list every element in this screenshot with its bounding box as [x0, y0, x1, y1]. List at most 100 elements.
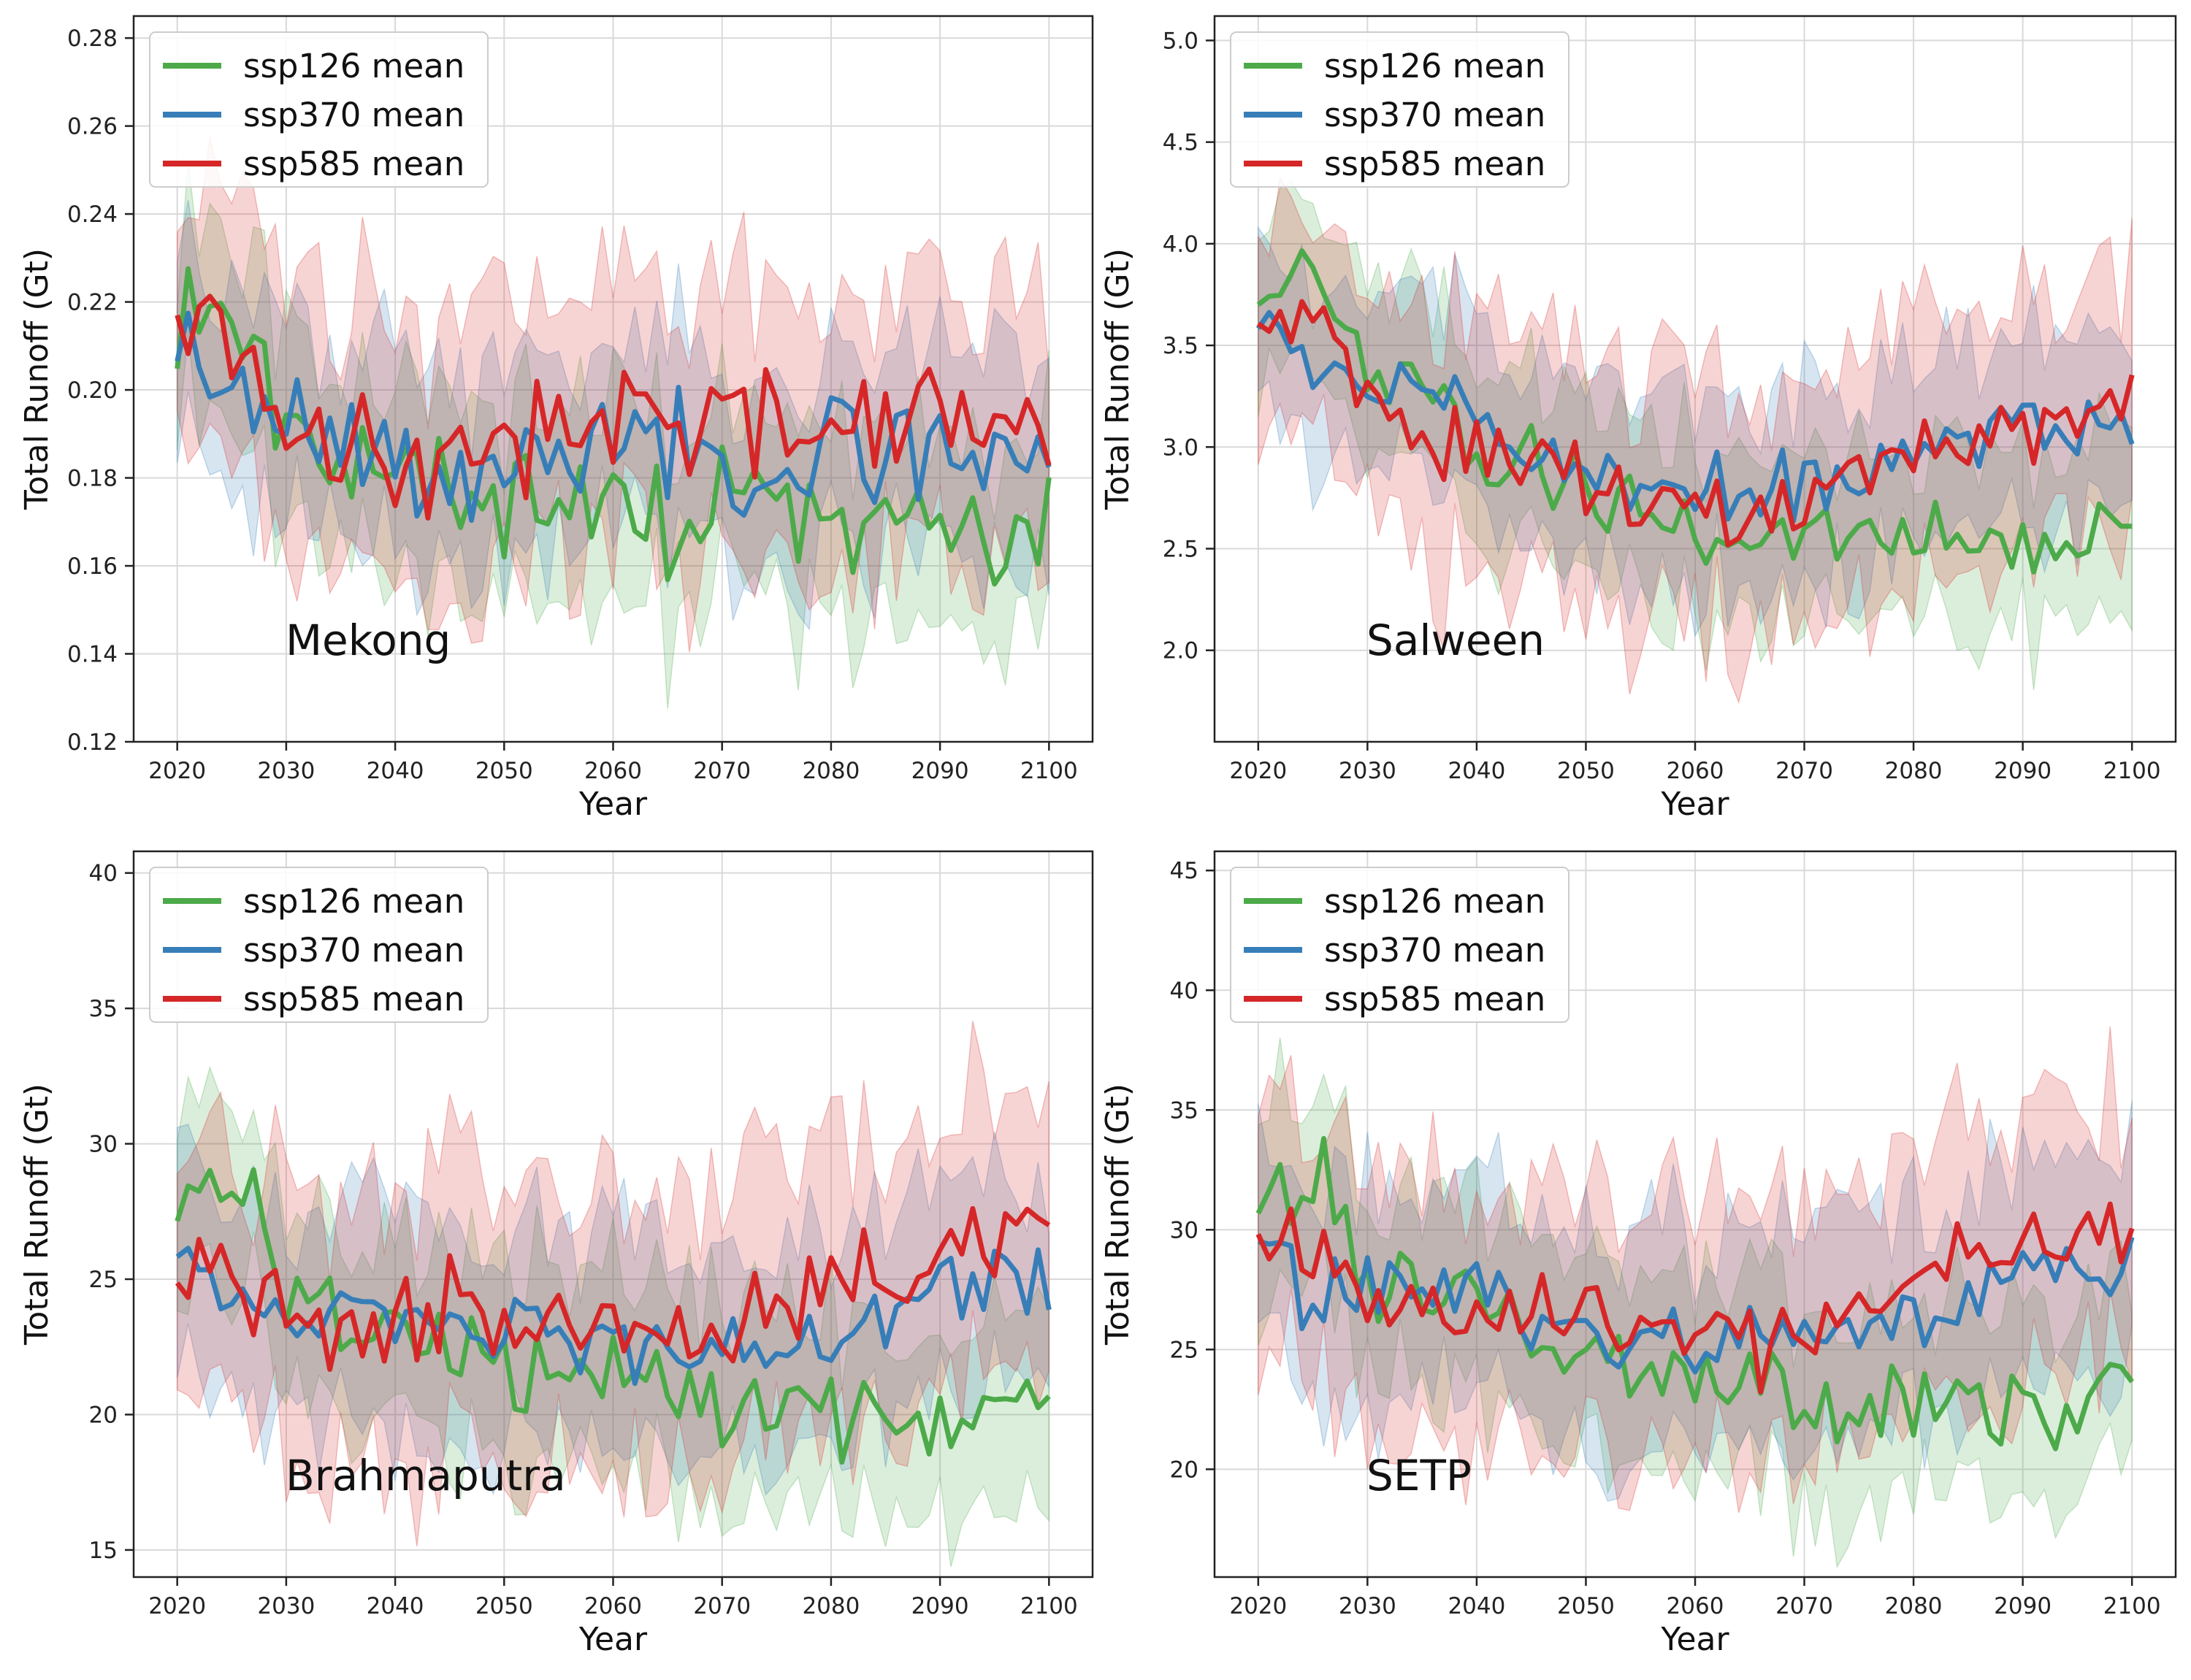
y-tick-label: 40 — [1170, 978, 1198, 1004]
x-tick-label: 2090 — [911, 758, 969, 784]
y-tick-label: 4.5 — [1163, 130, 1198, 156]
x-tick-label: 2080 — [1885, 758, 1943, 784]
legend-entry: ssp585 mean — [1324, 145, 1545, 183]
y-tick-label: 0.28 — [67, 26, 118, 52]
y-tick-label: 30 — [1170, 1217, 1198, 1243]
legend-box — [1230, 31, 1569, 188]
x-tick-label: 2020 — [148, 1593, 206, 1619]
legend-box — [149, 867, 489, 1023]
y-tick-label: 40 — [89, 861, 118, 887]
y-tick-label: 0.16 — [67, 553, 118, 580]
line-ssp585-mean — [175, 1205, 1051, 1372]
y-tick-label: 0.18 — [67, 466, 118, 492]
x-tick-label: 2070 — [693, 758, 751, 784]
legend-entry: ssp126 mean — [1324, 882, 1545, 921]
legend-entry: ssp585 mean — [1324, 980, 1545, 1019]
x-tick-label: 2070 — [1775, 1593, 1833, 1619]
x-tick-label: 2040 — [1448, 1593, 1505, 1619]
y-tick-label: 2.5 — [1163, 536, 1198, 562]
band-ssp585-mean — [1258, 176, 2133, 705]
x-tick-label: 2070 — [1775, 758, 1833, 784]
basin-label: Mekong — [286, 615, 451, 665]
band-ssp370-mean — [1258, 1100, 2133, 1502]
line-ssp370-mean — [1258, 1236, 2135, 1375]
x-tick-label: 2060 — [584, 758, 642, 784]
y-axis-label: Total Runoff (Gt) — [18, 248, 56, 510]
legend-entry: ssp126 mean — [1324, 47, 1545, 85]
legend-entry: ssp370 mean — [243, 96, 464, 134]
y-tick-label: 25 — [89, 1267, 118, 1293]
x-tick-label: 2080 — [802, 1593, 860, 1619]
basin-label: Brahmaputra — [286, 1451, 566, 1500]
x-tick-label: 2100 — [2103, 758, 2161, 784]
x-tick-label: 2100 — [2103, 1593, 2161, 1619]
y-tick-label: 0.20 — [67, 377, 118, 404]
legend-entry: ssp370 mean — [243, 931, 464, 970]
y-tick-label: 35 — [1170, 1097, 1198, 1124]
x-tick-label: 2090 — [911, 1593, 969, 1619]
x-tick-label: 2040 — [367, 758, 424, 784]
band-ssp370-mean — [1258, 226, 2133, 638]
chart-panel-salween: 2020 2030 2040 2050 2060 2070 2080 2090 2100 2.0 2… — [1099, 15, 2177, 823]
line-ssp585-mean — [1256, 299, 2135, 548]
chart-panel-mekong: 2020 2030 2040 2050 2060 2070 2080 2090 2100 0.12… — [18, 15, 1094, 823]
line-ssp126-mean — [1256, 248, 2133, 575]
legend-entry: ssp126 mean — [243, 47, 464, 85]
band-ssp126-mean — [176, 160, 1050, 709]
y-tick-label: 30 — [89, 1132, 118, 1158]
x-tick-label: 2090 — [1994, 1593, 2052, 1619]
x-tick-label: 2060 — [1667, 758, 1724, 784]
y-axis-label: Total Runoff (Gt) — [1099, 1083, 1136, 1346]
y-tick-label: 35 — [89, 996, 118, 1022]
x-tick-label: 2050 — [475, 758, 533, 784]
x-tick-label: 2050 — [475, 1593, 533, 1619]
basin-label: SETP — [1366, 1451, 1472, 1500]
x-tick-label: 2020 — [1229, 758, 1287, 784]
legend-box — [1230, 867, 1569, 1023]
band-ssp126-mean — [176, 1065, 1050, 1568]
y-tick-label: 25 — [1170, 1337, 1198, 1363]
x-axis-label: Year — [1660, 1621, 1729, 1658]
line-ssp585-mean — [1255, 1201, 2135, 1395]
y-tick-label: 15 — [89, 1538, 118, 1564]
x-tick-label: 2060 — [584, 1593, 642, 1619]
x-tick-label: 2070 — [693, 1593, 751, 1619]
y-tick-label: 5.0 — [1163, 28, 1198, 54]
x-tick-label: 2030 — [1339, 1593, 1396, 1619]
x-tick-label: 2080 — [1885, 1593, 1943, 1619]
x-tick-label: 2040 — [367, 1593, 424, 1619]
chart-panel-brahmaputra: 2020 2030 2040 2050 2060 2070 2080 2090 21001520… — [18, 850, 1094, 1658]
legend-entry: ssp370 mean — [1324, 96, 1545, 134]
x-tick-label: 2050 — [1557, 758, 1615, 784]
y-tick-label: 3.0 — [1163, 434, 1198, 461]
x-tick-label: 2050 — [1557, 1593, 1615, 1619]
x-axis-label: Year — [578, 1621, 648, 1658]
x-tick-label: 2090 — [1994, 758, 2052, 784]
x-tick-label: 2080 — [802, 758, 860, 784]
line-ssp126-mean — [175, 266, 1052, 587]
y-tick-label: 0.22 — [67, 290, 118, 316]
line-ssp585-mean — [175, 294, 1052, 521]
y-tick-label: 0.12 — [67, 729, 118, 756]
y-tick-label: 3.5 — [1163, 333, 1198, 359]
legend-entry: ssp370 mean — [1324, 931, 1545, 970]
legend-entry: ssp585 mean — [243, 980, 464, 1019]
x-tick-label: 2030 — [1339, 758, 1396, 784]
y-tick-label: 20 — [1170, 1457, 1198, 1483]
line-ssp126-mean — [1255, 1136, 2135, 1451]
band-ssp126-mean — [1258, 180, 2133, 691]
x-tick-label: 2020 — [1229, 1593, 1287, 1619]
basin-label: Salween — [1366, 615, 1545, 665]
y-tick-label: 4.0 — [1163, 231, 1198, 258]
x-tick-label: 2040 — [1448, 758, 1505, 784]
chart-panel-setp: 2020 2030 2040 2050 2060 2070 2080 2090 2100 20 25… — [1099, 850, 2177, 1658]
x-axis-label: Year — [1660, 786, 1729, 823]
x-tick-label: 2030 — [257, 758, 315, 784]
band-ssp585-mean — [1258, 1026, 2133, 1514]
x-tick-label: 2100 — [1020, 1593, 1078, 1619]
legend-entry: ssp126 mean — [243, 882, 464, 921]
y-axis-label: Total Runoff (Gt) — [18, 1083, 56, 1346]
band-ssp585-mean — [176, 137, 1050, 653]
y-tick-label: 2.0 — [1163, 638, 1198, 664]
